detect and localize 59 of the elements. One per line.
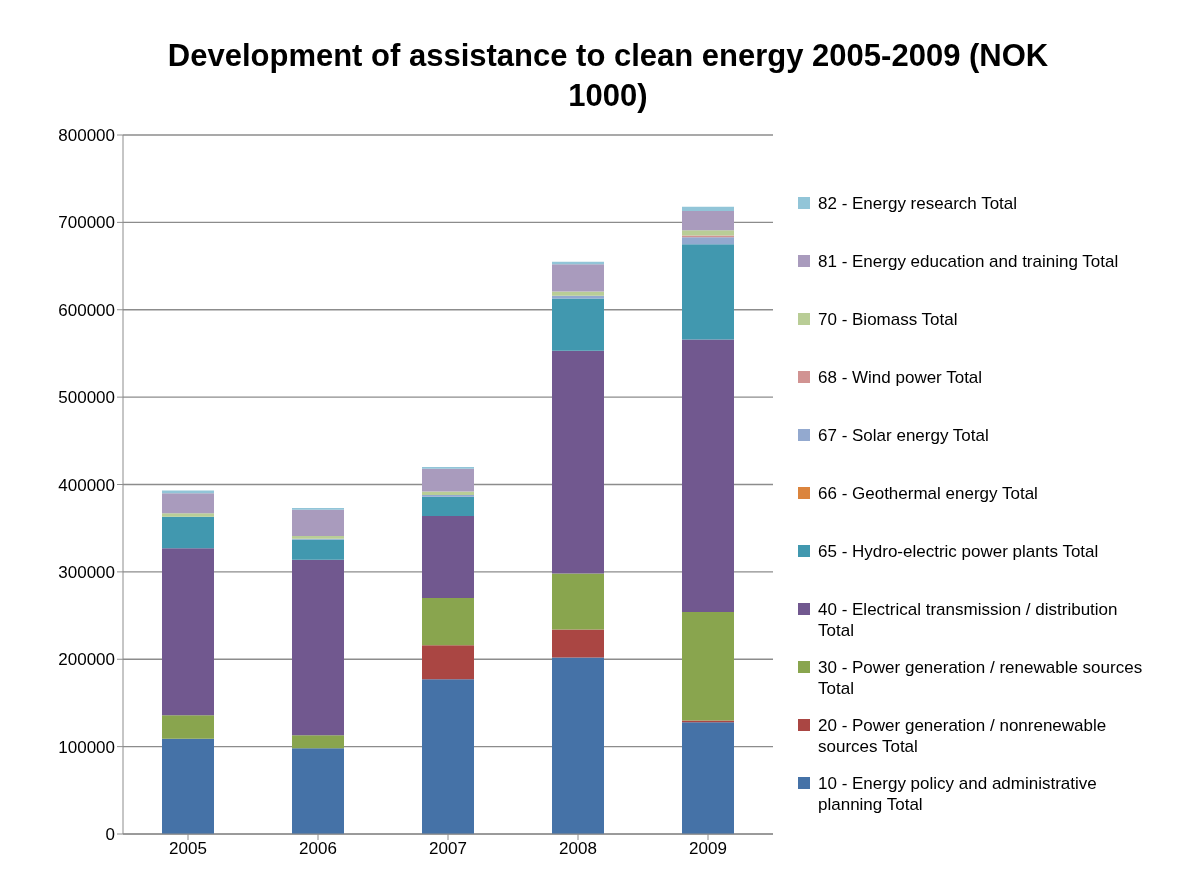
legend-label: 70 - Biomass Total [818,309,959,330]
bar [552,657,604,834]
bar [292,539,344,560]
y-tick-label: 600000 [58,300,115,320]
legend-label: 10 - Energy policy and administrative planning Total [818,773,1098,815]
y-tick-label: 500000 [58,388,115,408]
bar [552,573,604,630]
bar [682,211,734,231]
x-tick-label: 2007 [429,839,467,859]
legend-label: 30 - Power generation / renewable sources Total [818,657,1144,699]
bar [552,629,604,658]
bar [682,230,734,236]
y-tick-label: 300000 [58,562,115,582]
bar [682,339,734,613]
bar [682,244,734,340]
y-tick-label: 400000 [58,475,115,495]
bar [552,264,604,292]
legend-label: 65 - Hydro-electric power plants Total [818,541,1100,562]
bar [422,645,474,680]
x-tick-label: 2008 [559,839,597,859]
legend-label: 82 - Energy research Total [818,193,1019,214]
x-tick-label: 2009 [689,839,727,859]
bar [682,237,734,245]
bar [422,468,474,492]
bar [162,715,214,739]
y-tick-label: 700000 [58,213,115,233]
x-tick-label: 2005 [169,839,207,859]
bar [422,598,474,646]
bar [162,738,214,834]
bar [162,493,214,514]
legend-label: 68 - Wind power Total [818,367,984,388]
y-tick-label: 0 [105,825,115,845]
bar [682,722,734,834]
bar [162,516,214,549]
bar [422,496,474,516]
y-tick-label: 100000 [58,737,115,757]
bar [552,298,604,351]
bar [292,559,344,736]
bar [292,735,344,749]
legend-label: 81 - Energy education and training Total [818,251,1120,272]
bar [162,513,214,517]
bar [552,291,604,296]
bar [682,612,734,721]
bar [292,509,344,537]
y-tick-label: 800000 [58,126,115,146]
bar [422,491,474,495]
y-tick-label: 200000 [58,650,115,670]
bar [422,515,474,599]
bar [292,748,344,834]
bar [422,679,474,834]
legend-label: 66 - Geothermal energy Total [818,483,1039,504]
legend-label: 20 - Power generation / nonrenewable sources Total [818,715,1108,757]
x-tick-label: 2006 [299,839,337,859]
bar [162,548,214,716]
chart-title: Development of assistance to clean energy 2005-2009 (NOK 1000) [166,37,1050,115]
bar [552,350,604,574]
legend-label: 67 - Solar energy Total [818,425,990,446]
bar [682,206,734,212]
legend-label: 40 - Electrical transmission / distribution Total [818,599,1119,641]
